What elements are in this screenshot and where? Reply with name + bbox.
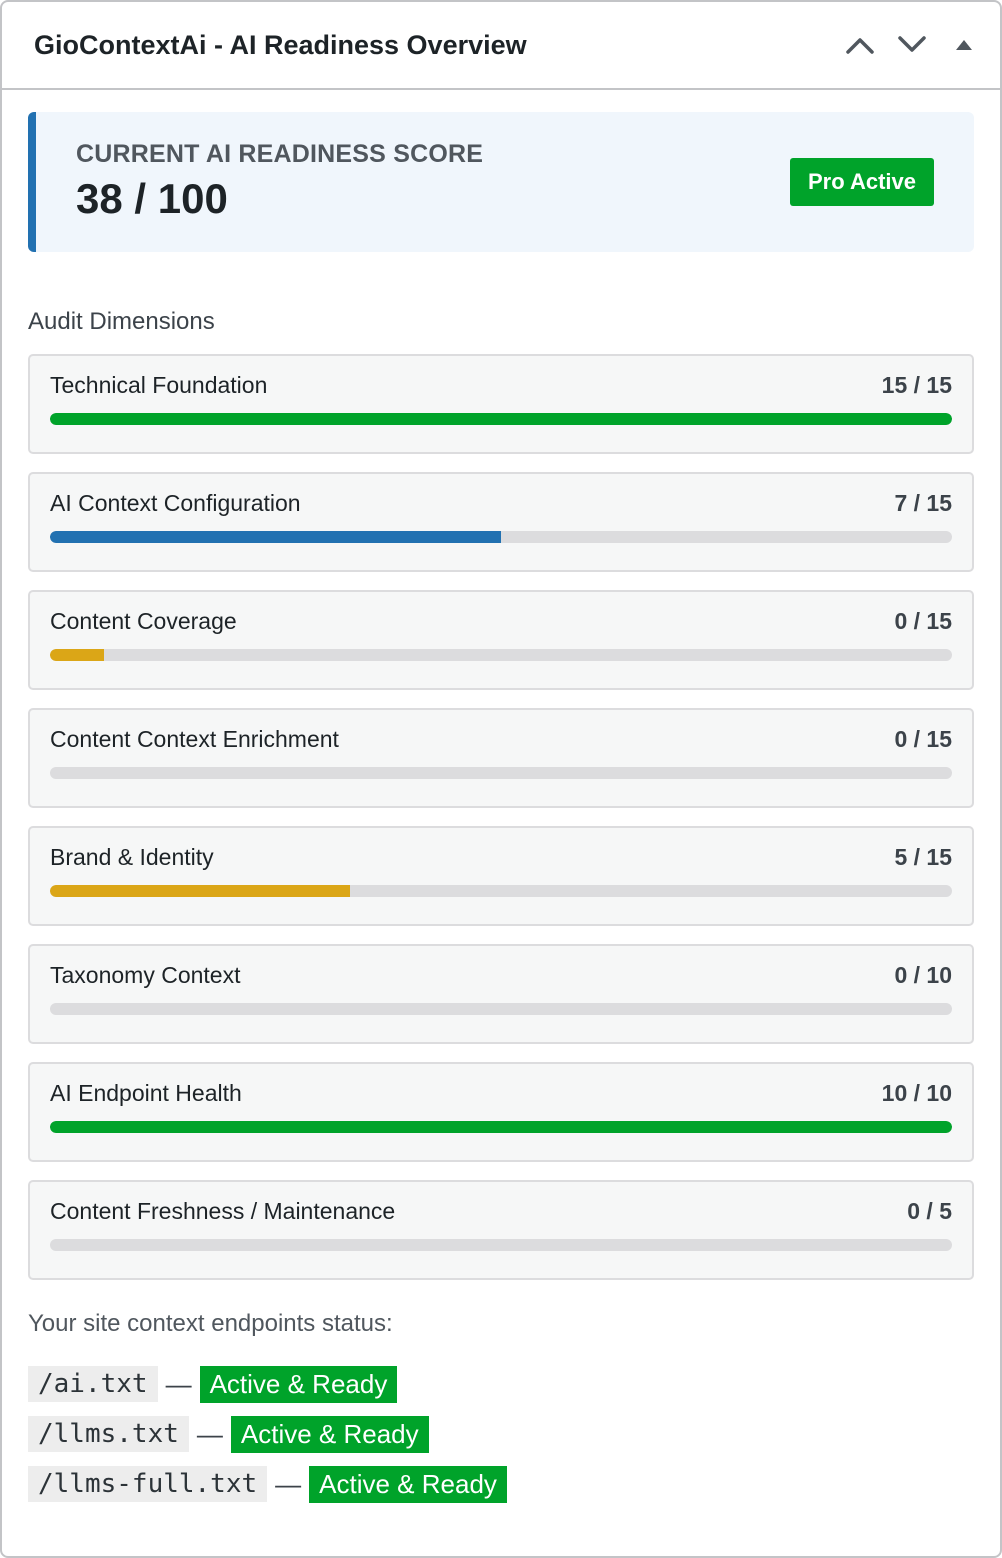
dimension-label: Content Context Enrichment (50, 726, 339, 752)
dimension-score: 7 / 15 (894, 490, 952, 516)
dimension-score: 15 / 15 (881, 372, 952, 398)
triangle-up-icon (956, 40, 972, 50)
progress-track (50, 1003, 952, 1015)
dimension-card: Technical Foundation 15 / 15 (28, 354, 974, 454)
move-down-button[interactable] (890, 23, 934, 67)
progress-fill (50, 649, 105, 661)
widget-body: CURRENT AI READINESS SCORE 38 / 100 Pro … (2, 90, 1000, 1504)
pro-active-badge: Pro Active (789, 158, 934, 206)
score-label: CURRENT AI READINESS SCORE (76, 140, 484, 168)
widget-handle-actions (838, 23, 986, 67)
endpoint-separator: — (196, 1418, 223, 1449)
dimension-card: Taxonomy Context 0 / 10 (28, 944, 974, 1044)
widget-title: GioContextAi - AI Readiness Overview (34, 29, 527, 60)
dimension-score: 0 / 15 (894, 608, 952, 634)
audit-heading: Audit Dimensions (28, 308, 215, 335)
progress-track (50, 1121, 952, 1133)
dimension-score: 5 / 15 (894, 844, 952, 870)
dimension-label: AI Endpoint Health (50, 1080, 242, 1106)
progress-fill (50, 531, 501, 543)
progress-fill (50, 413, 952, 425)
dimension-card: Content Coverage 0 / 15 (28, 590, 974, 690)
endpoint-status-badge: Active & Ready (309, 1465, 507, 1503)
progress-track (50, 885, 952, 897)
endpoint-item: /llms-full.txt — Active & Ready (28, 1464, 974, 1504)
widget-header: GioContextAi - AI Readiness Overview (2, 2, 1000, 90)
dimension-score: 0 / 15 (894, 726, 952, 752)
toggle-panel-button[interactable] (942, 23, 986, 67)
dimension-label: AI Context Configuration (50, 490, 301, 516)
dimension-label: Content Freshness / Maintenance (50, 1198, 396, 1224)
endpoint-status-badge: Active & Ready (199, 1365, 398, 1403)
endpoint-item: /llms.txt — Active & Ready (28, 1414, 974, 1454)
progress-track (50, 531, 952, 543)
audit-dimensions-list: Technical Foundation 15 / 15 AI Context C… (28, 354, 974, 1280)
progress-track (50, 649, 952, 661)
dimension-label: Content Coverage (50, 608, 237, 634)
dimension-card: Brand & Identity 5 / 15 (28, 826, 974, 926)
move-up-button[interactable] (838, 23, 882, 67)
score-panel: CURRENT AI READINESS SCORE 38 / 100 Pro … (28, 112, 974, 252)
chevron-down-icon (898, 36, 926, 52)
progress-track (50, 413, 952, 425)
dimension-card: Content Freshness / Maintenance 0 / 5 (28, 1180, 974, 1280)
dimension-label: Technical Foundation (50, 372, 268, 398)
endpoint-path: /llms-full.txt (28, 1466, 268, 1502)
progress-track (50, 767, 952, 779)
dimension-card: AI Endpoint Health 10 / 10 (28, 1062, 974, 1162)
endpoint-path: /llms.txt (28, 1416, 189, 1452)
endpoints-heading: Your site context endpoints status: (28, 1310, 393, 1337)
endpoint-item: /ai.txt — Active & Ready (28, 1364, 974, 1404)
endpoint-path: /ai.txt (28, 1366, 158, 1402)
progress-track (50, 1239, 952, 1251)
endpoint-separator: — (275, 1468, 302, 1499)
endpoint-status-badge: Active & Ready (230, 1415, 429, 1453)
dimension-score: 0 / 5 (907, 1198, 952, 1224)
score-value: 38 / 100 (76, 175, 228, 222)
dimension-label: Taxonomy Context (50, 962, 241, 988)
dimension-label: Brand & Identity (50, 844, 214, 870)
dimension-card: AI Context Configuration 7 / 15 (28, 472, 974, 572)
endpoints-list: /ai.txt — Active & Ready /llms.txt — Act… (28, 1364, 974, 1504)
chevron-up-icon (846, 38, 874, 54)
dimension-score: 0 / 10 (894, 962, 952, 988)
dimension-score: 10 / 10 (881, 1080, 952, 1106)
progress-fill (50, 1121, 952, 1133)
progress-fill (50, 885, 351, 897)
dimension-card: Content Context Enrichment 0 / 15 (28, 708, 974, 808)
endpoint-separator: — (165, 1368, 192, 1399)
